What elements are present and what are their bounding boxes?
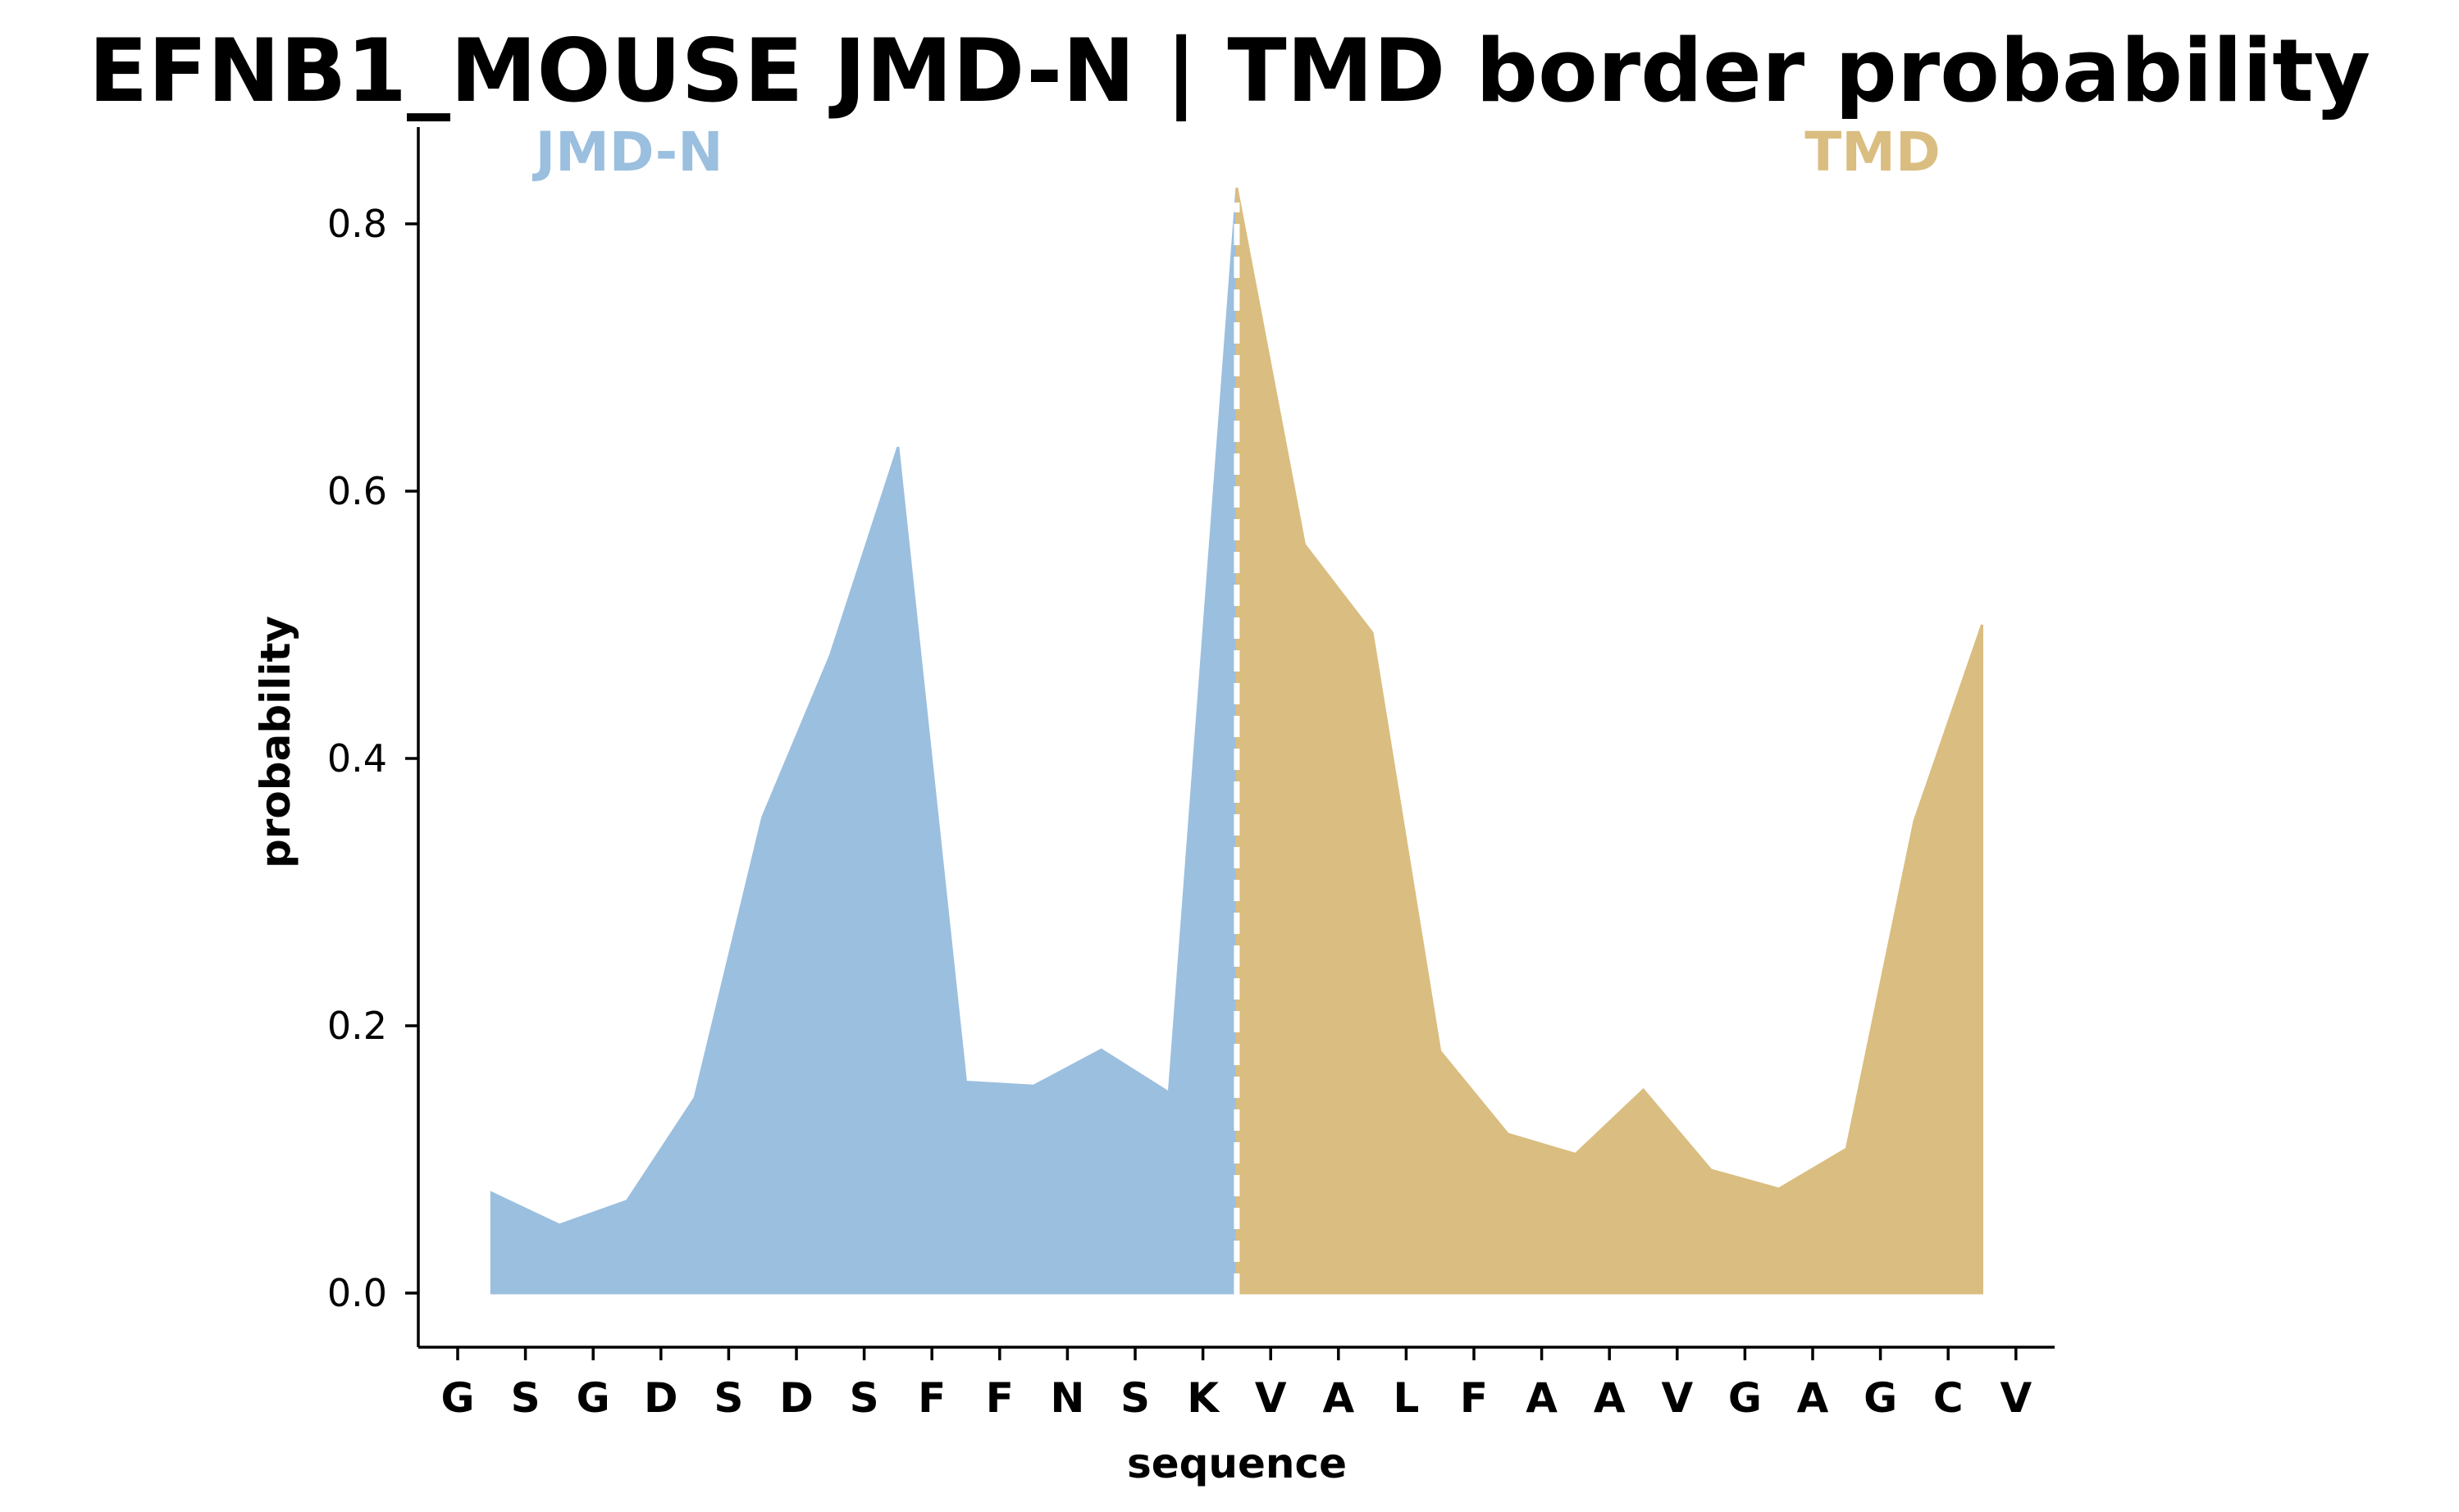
x-tick-label: V <box>1255 1374 1287 1422</box>
x-tick-label: S <box>511 1374 541 1422</box>
x-tick-label: S <box>850 1374 879 1422</box>
x-tick-label: N <box>1050 1374 1084 1422</box>
x-tick-label: G <box>440 1374 474 1422</box>
x-tick-label: F <box>1460 1374 1488 1422</box>
y-tick-label: 0.8 <box>327 202 387 246</box>
x-tick-label: C <box>1933 1374 1964 1422</box>
x-tick-label: G <box>577 1374 610 1422</box>
x-tick-label: D <box>644 1374 678 1422</box>
x-tick-label: K <box>1187 1374 1220 1422</box>
y-tick-label: 0.6 <box>327 469 387 513</box>
area-jmd-n <box>490 187 1239 1295</box>
y-tick-label: 0.2 <box>327 1004 387 1048</box>
axes <box>417 127 2055 1349</box>
x-tick-label: G <box>1864 1374 1897 1422</box>
x-axis-label: sequence <box>1127 1440 1347 1487</box>
y-tick-label: 0.0 <box>327 1271 387 1315</box>
y-tick-label: 0.4 <box>327 736 387 781</box>
x-tick-label: A <box>1594 1374 1626 1422</box>
area-tmd <box>1235 187 1983 1295</box>
region-label-jmd-n: JMD-N <box>532 121 723 184</box>
x-tick-label: V <box>1661 1374 1693 1422</box>
x-tick-label: S <box>1120 1374 1150 1422</box>
x-tick-label: G <box>1728 1374 1762 1422</box>
x-tick-label: F <box>986 1374 1014 1422</box>
plot-areas <box>490 187 1983 1295</box>
x-tick-label: A <box>1322 1374 1354 1422</box>
x-tick-label: V <box>2000 1374 2032 1422</box>
x-tick-label: L <box>1393 1374 1419 1422</box>
x-tick-label: A <box>1797 1374 1829 1422</box>
chart-title: EFNB1_MOUSE JMD-N | TMD border probabili… <box>89 20 2370 122</box>
x-tick-label: D <box>779 1374 814 1422</box>
x-tick-label: A <box>1526 1374 1558 1422</box>
region-label-tmd: TMD <box>1804 121 1940 184</box>
y-ticks: 0.0 0.2 0.4 0.6 0.8 <box>327 202 418 1315</box>
y-axis-label: probability <box>252 616 299 868</box>
x-tick-label: S <box>714 1374 743 1422</box>
x-tick-label: F <box>918 1374 946 1422</box>
